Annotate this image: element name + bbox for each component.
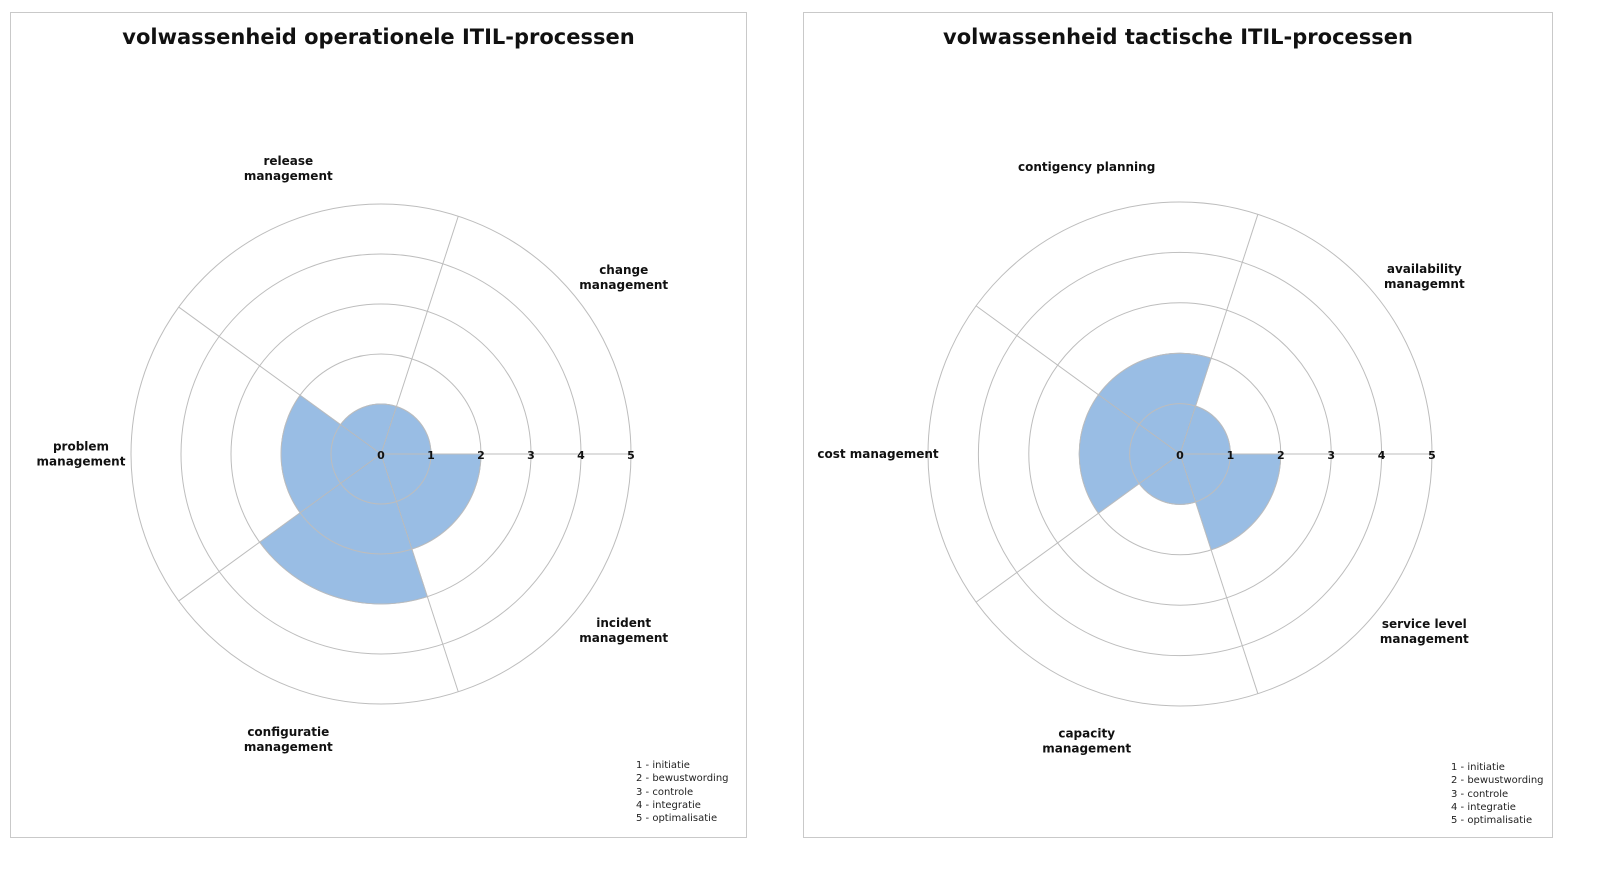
category-label: service level management	[1380, 617, 1469, 646]
maturity-legend: 1 - initiatie 2 - bewustwording 3 - cont…	[1451, 761, 1544, 827]
category-label-line: management	[1380, 632, 1469, 646]
category-label-line: release	[263, 154, 313, 168]
sector-line	[975, 453, 1181, 603]
chart-panel-operational: volwassenheid operationele ITIL-processe…	[10, 12, 747, 838]
maturity-legend: 1 - initiatie 2 - bewustwording 3 - cont…	[636, 759, 729, 825]
axis-tick-label: 1	[1227, 449, 1235, 462]
category-label-line: problem	[53, 440, 109, 454]
series-sectors	[259, 394, 482, 605]
chart-panel-tactical: volwassenheid tactische ITIL-processen 0…	[803, 12, 1553, 838]
axis-tick-label: 1	[427, 449, 435, 462]
sector-line	[975, 305, 1181, 455]
legend-line: 4 - integratie	[636, 799, 701, 811]
axis-tick-label: 0	[1176, 449, 1184, 462]
sector-line	[380, 216, 459, 455]
category-label-line: service level	[1382, 617, 1467, 631]
legend-line: 5 - optimalisatie	[1451, 815, 1533, 827]
sector-line	[1179, 214, 1259, 455]
legend-line: 3 - controle	[636, 786, 694, 798]
category-label: availability managemnt	[1384, 262, 1465, 291]
category-label: problem management	[37, 440, 126, 469]
axis-tick-label: 4	[1378, 449, 1386, 462]
series-sectors	[1078, 352, 1282, 551]
category-label-line: management	[1042, 742, 1131, 756]
category-label: cost management	[817, 447, 939, 461]
category-label-line: management	[244, 169, 333, 183]
chart-title: volwassenheid tactische ITIL-processen	[943, 25, 1413, 49]
category-label-line: management	[579, 631, 668, 645]
axis-tick-label: 3	[527, 449, 535, 462]
category-label-line: managemnt	[1384, 277, 1465, 291]
legend-line: 1 - initiatie	[636, 760, 690, 771]
category-label: change management	[579, 263, 668, 292]
chart-title: volwassenheid operationele ITIL-processe…	[122, 25, 635, 49]
sector-line	[178, 453, 382, 602]
legend-line: 3 - controle	[1451, 788, 1509, 800]
category-label-line: change	[599, 263, 648, 277]
legend-line: 4 - integratie	[1451, 801, 1516, 813]
category-label-line: management	[579, 278, 668, 292]
axis-tick-label: 2	[1277, 449, 1285, 462]
category-label: capacity management	[1042, 727, 1131, 756]
sector-line	[1179, 453, 1259, 694]
legend-line: 2 - bewustwording	[1451, 775, 1544, 787]
category-label-line: contigency planning	[1018, 160, 1155, 174]
category-label-line: configuratie	[247, 725, 329, 739]
axis-tick-label: 5	[1428, 449, 1436, 462]
axis-tick-label: 5	[627, 449, 635, 462]
category-label: contigency planning	[1018, 160, 1155, 174]
legend-line: 5 - optimalisatie	[636, 813, 718, 825]
axis-tick-label: 0	[377, 449, 385, 462]
category-label-line: availability	[1387, 262, 1462, 276]
category-label: release management	[244, 154, 333, 183]
category-label-line: management	[37, 455, 126, 469]
axis-tick-label: 2	[477, 449, 485, 462]
sector-line	[380, 453, 459, 692]
category-label-line: incident	[596, 616, 651, 630]
category-label-line: management	[244, 740, 333, 754]
legend-line: 1 - initiatie	[1451, 762, 1505, 773]
sector-line	[178, 306, 382, 455]
legend-line: 2 - bewustwording	[636, 773, 729, 785]
axis-tick-label: 3	[1327, 449, 1335, 462]
category-label-line: capacity	[1058, 727, 1115, 741]
category-label: configuratie management	[244, 725, 333, 754]
axis-tick-label: 4	[577, 449, 585, 462]
category-label: incident management	[579, 616, 668, 645]
category-label-line: cost management	[817, 447, 939, 461]
